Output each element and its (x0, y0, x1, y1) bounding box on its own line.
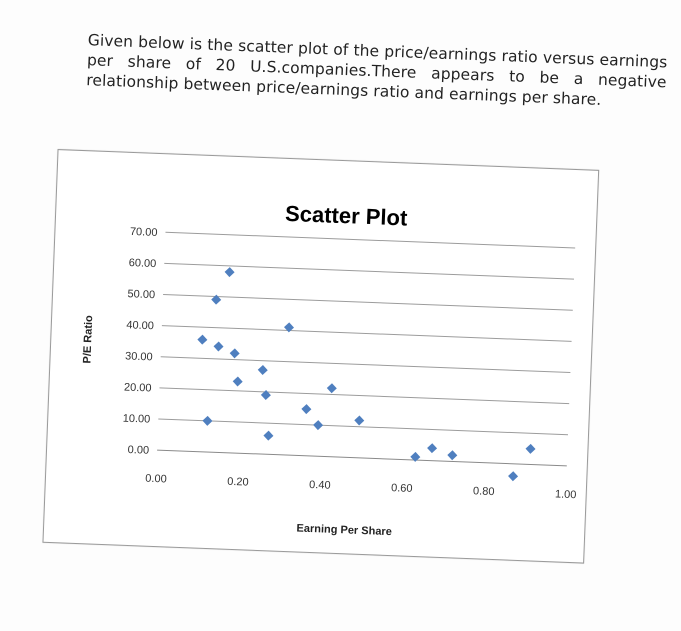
data-point-20 (525, 443, 536, 454)
gridline-5 (163, 293, 573, 311)
data-point-5 (224, 267, 235, 278)
y-tick-label: 10.00 (123, 413, 151, 426)
y-tick-label: 30.00 (125, 350, 153, 363)
data-point-15 (354, 415, 365, 426)
data-point-18 (447, 450, 458, 461)
data-point-16 (410, 451, 421, 462)
scatter-chart: Scatter Plot 0.00 10.00 20.00 30.00 40.00 50.… (81, 201, 577, 539)
gridline-0 (157, 449, 567, 467)
gridline-4 (161, 325, 572, 342)
gridline-3 (160, 356, 571, 373)
y-tick-label: 60.00 (129, 257, 157, 270)
x-axis-ticks: 0.00 0.20 0.40 0.60 0.80 1.00 (145, 473, 577, 502)
y-tick-label: 50.00 (127, 288, 155, 301)
scatter-chart-frame: Scatter Plot 0.00 10.00 20.00 30.00 40.00 50.… (42, 149, 600, 564)
data-point-11 (284, 322, 295, 333)
data-point-7 (232, 376, 243, 387)
data-points (197, 267, 536, 482)
x-tick-label: 1.00 (555, 488, 577, 501)
gridline-2 (159, 387, 570, 405)
y-tick-label: 40.00 (126, 319, 154, 332)
data-point-10 (263, 430, 274, 441)
x-tick-label: 0.00 (145, 473, 167, 486)
data-point-1 (197, 334, 208, 345)
y-tick-label: 0.00 (127, 444, 149, 457)
gridline-7 (165, 231, 576, 249)
gridline-6 (164, 262, 574, 280)
data-point-19 (508, 471, 519, 482)
y-axis-ticks: 0.00 10.00 20.00 30.00 40.00 50.00 60.00 70.00 (123, 226, 158, 457)
data-point-4 (213, 341, 224, 352)
gridlines (157, 231, 576, 467)
data-point-17 (427, 443, 438, 454)
data-point-9 (260, 390, 271, 401)
data-point-13 (313, 420, 324, 431)
data-point-12 (301, 404, 312, 415)
x-tick-label: 0.80 (473, 485, 495, 498)
data-point-14 (326, 383, 337, 394)
data-point-8 (257, 365, 268, 375)
chart-title: Scatter Plot (285, 201, 409, 231)
data-point-2 (202, 415, 213, 426)
y-tick-label: 70.00 (130, 226, 158, 239)
x-tick-label: 0.60 (391, 482, 413, 495)
x-tick-label: 0.40 (309, 479, 331, 492)
intro-paragraph: Given below is the scatter plot of the p… (85, 31, 668, 109)
y-axis-label: P/E Ratio (81, 315, 95, 364)
y-tick-label: 20.00 (124, 381, 152, 394)
data-point-6 (229, 348, 240, 359)
x-tick-label: 0.20 (227, 476, 249, 489)
x-axis-label: Earning Per Share (296, 523, 392, 539)
gridline-1 (158, 418, 569, 436)
data-point-3 (211, 294, 222, 305)
